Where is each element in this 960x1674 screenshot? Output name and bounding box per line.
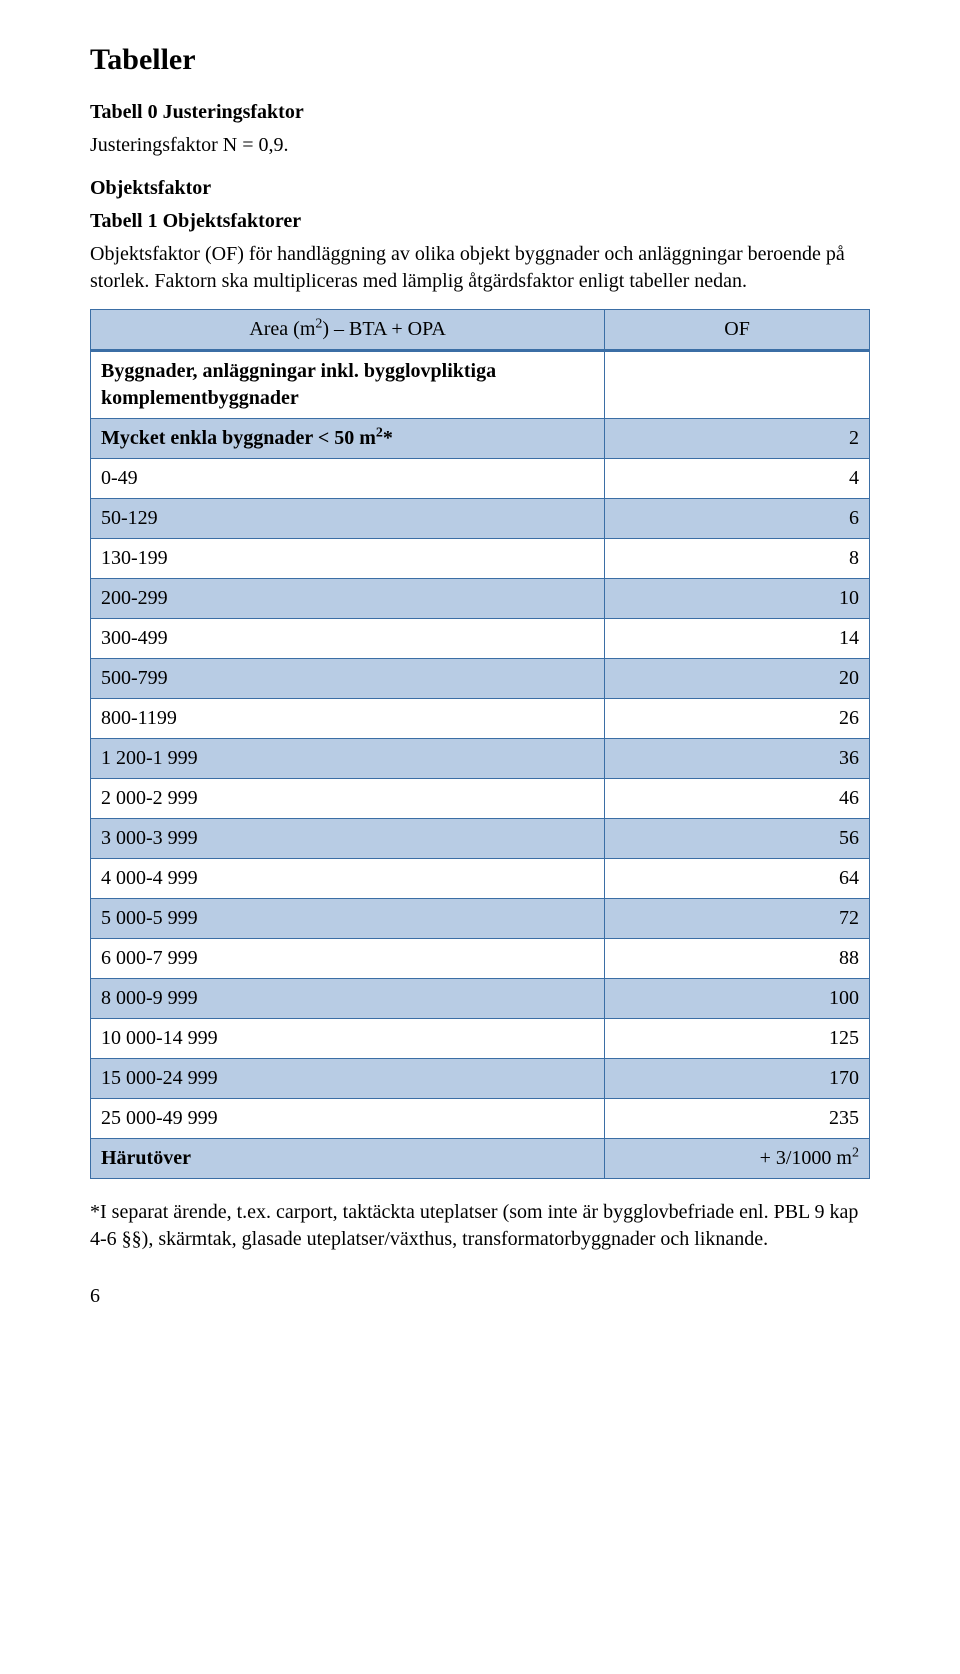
table-cell-label: 50-129 [91,498,605,538]
table-cell-label: 800-1199 [91,698,605,738]
table-cell-label: 10 000-14 999 [91,1018,605,1058]
tabell1-heading: Tabell 1 Objektsfaktorer [90,208,870,235]
table-subheader-empty [605,350,870,418]
table-row: 800-119926 [91,698,870,738]
table-row: 130-1998 [91,538,870,578]
table-cell-value: 88 [605,938,870,978]
table-row: 50-1296 [91,498,870,538]
table-row: Härutöver+ 3/1000 m2 [91,1138,870,1178]
tabell0-line: Justeringsfaktor N = 0,9. [90,132,870,159]
tabell1-intro: Objektsfaktor (OF) för handläggning av o… [90,241,870,295]
table-cell-label: 5 000-5 999 [91,898,605,938]
table-cell-value: 170 [605,1058,870,1098]
table-cell-value: 20 [605,658,870,698]
table-cell-label: 200-299 [91,578,605,618]
table-row: 10 000-14 999125 [91,1018,870,1058]
objektsfaktor-table: Area (m2) – BTA + OPA OF Byggnader, anlä… [90,309,870,1179]
table-cell-value: 36 [605,738,870,778]
table-row: 4 000-4 99964 [91,858,870,898]
table-cell-label: 1 200-1 999 [91,738,605,778]
table-cell-value: 46 [605,778,870,818]
table-cell-value: 125 [605,1018,870,1058]
objektsfaktor-heading: Objektsfaktor [90,175,870,202]
table-subheader-cell: Byggnader, anläggningar inkl. bygglovpli… [91,350,605,418]
table-cell-label: 2 000-2 999 [91,778,605,818]
table-cell-label: 8 000-9 999 [91,978,605,1018]
table-subheader-row: Byggnader, anläggningar inkl. bygglovpli… [91,350,870,418]
table-cell-value: 2 [605,418,870,458]
table-cell-label: 300-499 [91,618,605,658]
table-cell-label: Härutöver [91,1138,605,1178]
table-cell-value: 56 [605,818,870,858]
tabell0-heading: Tabell 0 Justeringsfaktor [90,99,870,126]
table-cell-label: 25 000-49 999 [91,1098,605,1138]
table-cell-label: 15 000-24 999 [91,1058,605,1098]
table-cell-value: 4 [605,458,870,498]
table-cell-label: 3 000-3 999 [91,818,605,858]
footnote: *I separat ärende, t.ex. carport, taktäc… [90,1199,870,1253]
table-cell-label: 6 000-7 999 [91,938,605,978]
table-cell-value: 235 [605,1098,870,1138]
table-row: 200-29910 [91,578,870,618]
table-header-left: Area (m2) – BTA + OPA [91,309,605,350]
table-header-right: OF [605,309,870,350]
table-row: 25 000-49 999235 [91,1098,870,1138]
table-cell-value: + 3/1000 m2 [605,1138,870,1178]
table-cell-label: 130-199 [91,538,605,578]
table-cell-value: 6 [605,498,870,538]
table-cell-value: 10 [605,578,870,618]
table-cell-value: 100 [605,978,870,1018]
table-row: Mycket enkla byggnader < 50 m2*2 [91,418,870,458]
table-cell-label: 0-49 [91,458,605,498]
table-row: 300-49914 [91,618,870,658]
table-header-row: Area (m2) – BTA + OPA OF [91,309,870,350]
table-row: 1 200-1 99936 [91,738,870,778]
table-cell-value: 26 [605,698,870,738]
table-cell-value: 64 [605,858,870,898]
table-row: 500-79920 [91,658,870,698]
table-row: 2 000-2 99946 [91,778,870,818]
table-row: 8 000-9 999100 [91,978,870,1018]
table-row: 3 000-3 99956 [91,818,870,858]
table-cell-value: 14 [605,618,870,658]
table-row: 6 000-7 99988 [91,938,870,978]
page-number: 6 [90,1283,870,1310]
table-row: 0-494 [91,458,870,498]
table-cell-label: 500-799 [91,658,605,698]
table-row: 5 000-5 99972 [91,898,870,938]
table-cell-value: 72 [605,898,870,938]
table-cell-value: 8 [605,538,870,578]
page-title: Tabeller [90,40,870,81]
table-cell-label: Mycket enkla byggnader < 50 m2* [91,418,605,458]
table-row: 15 000-24 999170 [91,1058,870,1098]
table-cell-label: 4 000-4 999 [91,858,605,898]
